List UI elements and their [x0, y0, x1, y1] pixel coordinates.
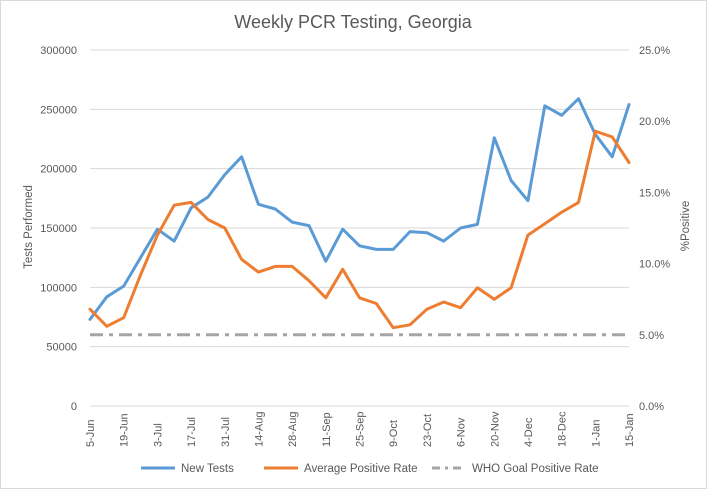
left-y-tick-150000: 150000 — [40, 223, 77, 235]
plot-series — [88, 97, 631, 337]
x-tick-20-nov: 20-Nov — [489, 411, 501, 447]
x-tick-18-dec: 18-Dec — [557, 411, 569, 447]
left-y-tick-50000: 50000 — [46, 342, 77, 354]
x-tick-19-jun: 19-Jun — [119, 413, 131, 447]
x-tick-17-jul: 17-Jul — [186, 417, 198, 447]
legend-label-who-goal-positive-rate: WHO Goal Positive Rate — [472, 463, 599, 475]
chart-legend: New Tests Average Positive Rate WHO Goal P… — [141, 463, 599, 475]
x-tick-1-jan: 1-Jan — [590, 419, 602, 447]
x-tick-31-jul: 31-Jul — [220, 417, 232, 447]
x-tick-6-nov: 6-Nov — [456, 417, 468, 447]
left-y-axis: 0 50000 100000 150000 200000 250000 300000 — [40, 45, 77, 413]
legend-item-average-positive-rate: Average Positive Rate — [264, 463, 418, 475]
right-y-tick-0-0: 0.0% — [639, 401, 664, 413]
chart-title: Weekly PCR Testing, Georgia — [234, 12, 472, 32]
x-tick-9-oct: 9-Oct — [388, 420, 400, 447]
x-tick-25-sep: 25-Sep — [355, 412, 367, 447]
x-tick-14-aug: 14-Aug — [253, 412, 265, 447]
right-y-axis: 0.0% 5.0% 10.0% 15.0% 20.0% 25.0% — [639, 45, 670, 413]
right-y-tick-20-0: 20.0% — [639, 116, 670, 128]
x-tick-4-dec: 4-Dec — [523, 417, 535, 447]
x-tick-28-aug: 28-Aug — [287, 412, 299, 447]
x-tick-15-jan: 15-Jan — [624, 413, 636, 447]
right-y-tick-5-0: 5.0% — [639, 330, 664, 342]
left-y-tick-300000: 300000 — [40, 45, 77, 57]
right-y-tick-10-0: 10.0% — [639, 259, 670, 271]
left-y-tick-250000: 250000 — [40, 104, 77, 116]
legend-item-who-goal-positive-rate: WHO Goal Positive Rate — [432, 463, 599, 475]
left-y-tick-100000: 100000 — [40, 282, 77, 294]
left-y-tick-0: 0 — [71, 401, 77, 413]
x-tick-23-oct: 23-Oct — [422, 414, 434, 447]
x-tick-3-jul: 3-Jul — [152, 423, 164, 447]
x-tick-11-sep: 11-Sep — [321, 412, 333, 447]
gridlines — [90, 49, 629, 407]
left-y-axis-title: Tests Performed — [23, 185, 35, 269]
series-line-new-tests — [88, 97, 631, 321]
right-y-tick-25-0: 25.0% — [639, 45, 670, 57]
legend-label-average-positive-rate: Average Positive Rate — [304, 463, 418, 475]
series-line-average-positive-rate — [88, 129, 631, 330]
x-tick-5-jun: 5-Jun — [85, 419, 97, 447]
legend-item-new-tests: New Tests — [141, 463, 234, 475]
x-axis: 5-Jun 19-Jun 3-Jul 17-Jul 31-Jul 14-Aug 28-Aug… — [85, 405, 636, 447]
right-y-tick-15-0: 15.0% — [639, 187, 670, 199]
legend-label-new-tests: New Tests — [181, 463, 234, 475]
left-y-tick-200000: 200000 — [40, 164, 77, 176]
right-y-axis-title: %Positive — [680, 201, 692, 252]
